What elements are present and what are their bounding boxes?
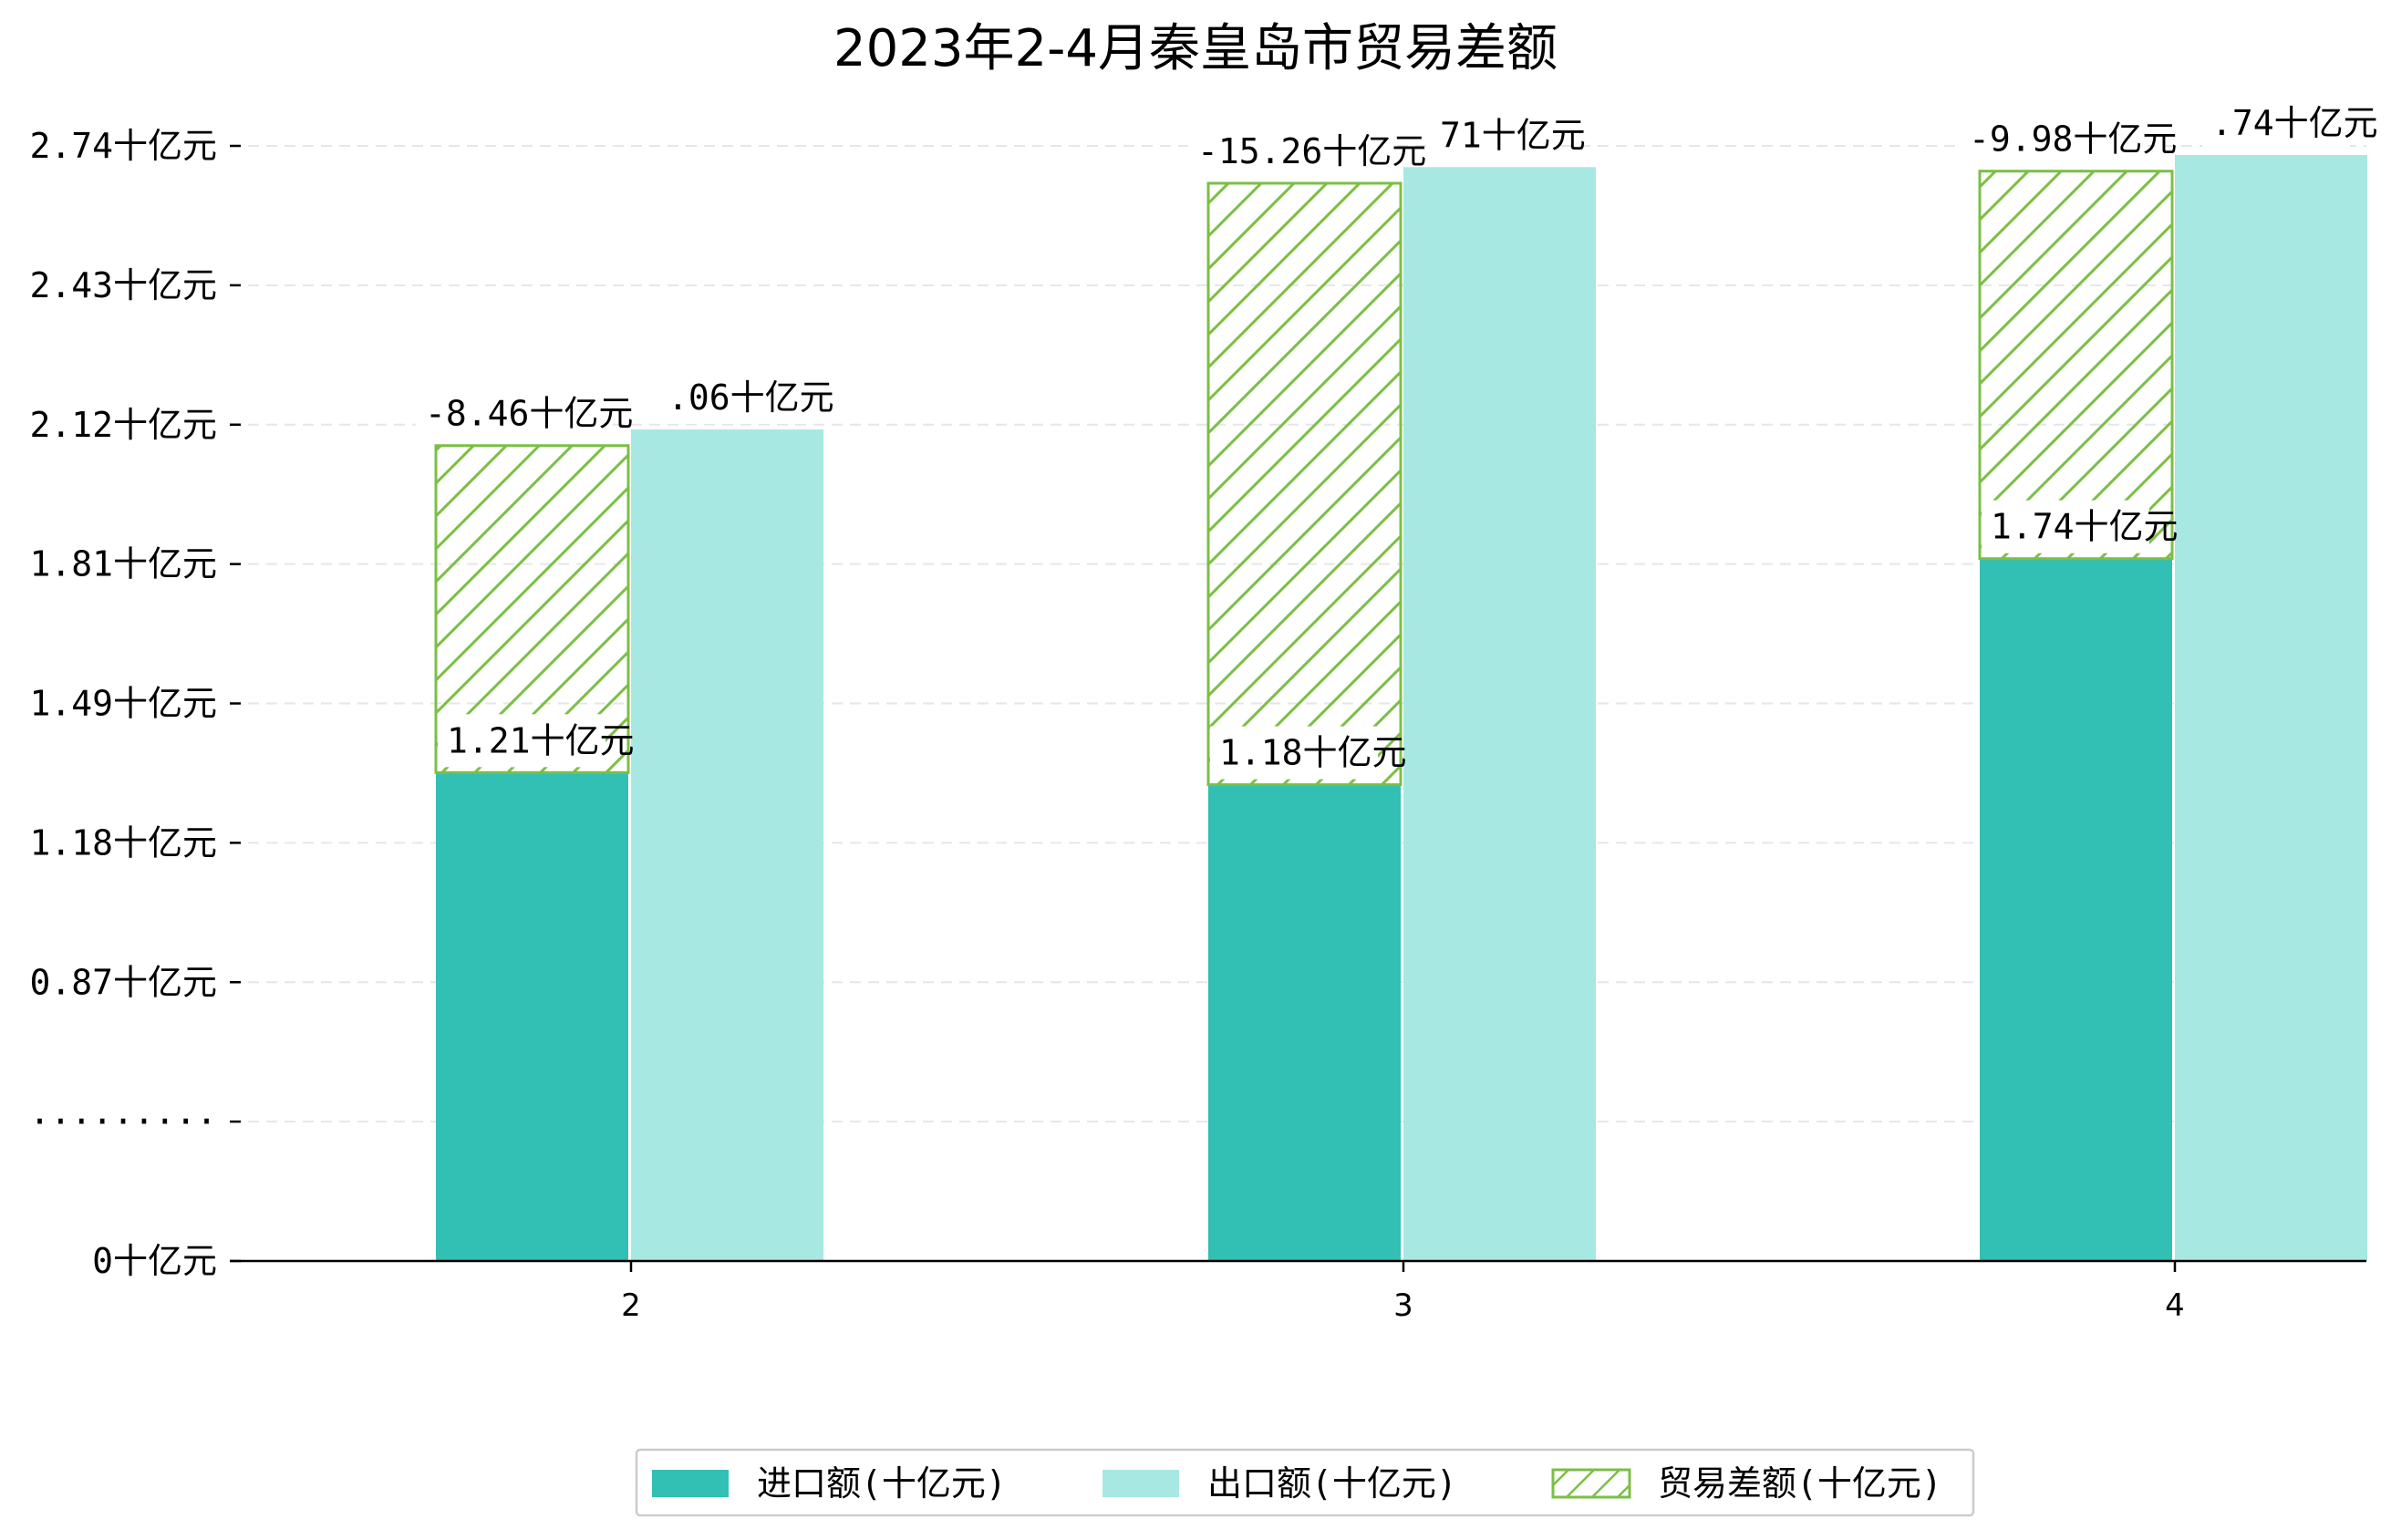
data-label-bg	[1960, 112, 2148, 166]
export-bar	[2175, 155, 2367, 1261]
export-bar	[631, 429, 823, 1261]
balance-bar	[1206, 181, 1403, 787]
data-labels: 1.21十亿元 .06十亿元 -8.46十亿元 1.18十亿元 71十亿元 -15.26十…	[416, 97, 2378, 780]
x-tick-label: 4	[2165, 1287, 2185, 1324]
legend-swatch	[1102, 1470, 1179, 1497]
x-tick-label: 2	[621, 1287, 641, 1324]
y-tick-label: 1.18十亿元	[29, 822, 217, 863]
y-tick-label: 2.12十亿元	[29, 405, 217, 445]
y-tick-label: 0.87十亿元	[29, 962, 217, 1002]
y-tick-label: 2.74十亿元	[29, 126, 217, 166]
export-bar	[1403, 167, 1596, 1262]
y-tick-label: 0十亿元	[92, 1241, 217, 1281]
data-label-bg	[1188, 124, 1396, 178]
data-label: 1.21十亿元	[447, 720, 635, 760]
legend-frame	[635, 1448, 1975, 1517]
x-tick-label: 3	[1393, 1287, 1413, 1324]
chart-title: 2023年2-4月秦皇岛市贸易差额	[833, 19, 1558, 78]
data-label-bg	[438, 714, 606, 768]
data-label-bg	[658, 371, 806, 425]
data-label: .06十亿元	[668, 377, 834, 418]
data-label: 1.74十亿元	[1991, 507, 2179, 547]
y-axis: 0十亿元 ········· 0.87十亿元 1.18十亿元 1.49十亿元 1.81十亿…	[29, 126, 241, 1281]
data-label-bg	[1210, 726, 1378, 780]
y-tick-label: 1.81十亿元	[29, 544, 217, 584]
legend-swatch	[1551, 1468, 1631, 1499]
legend-label: 出口额(十亿元)	[1207, 1463, 1457, 1504]
data-label-bg	[1982, 500, 2149, 553]
y-tick-label: 1.49十亿元	[29, 684, 217, 724]
legend-swatch	[652, 1470, 729, 1497]
legend-label: 进口额(十亿元)	[757, 1463, 1007, 1504]
data-label: 1.18十亿元	[1219, 733, 1407, 773]
balance-bar	[1978, 170, 2174, 561]
legend-label: 贸易差额(十亿元)	[1658, 1463, 1942, 1504]
data-label-bg	[416, 387, 604, 440]
y-tick-label: 2.43十亿元	[29, 265, 217, 305]
y-tick-label: ·········	[29, 1101, 217, 1142]
import-bar	[1208, 784, 1401, 1261]
data-label: -9.98十亿元	[1969, 119, 2177, 160]
data-label: 71十亿元	[1440, 115, 1586, 155]
legend: 进口额(十亿元) 出口额(十亿元) 贸易差额(十亿元)	[635, 1448, 1975, 1517]
data-label: -8.46十亿元	[425, 394, 633, 434]
data-label-bg	[1431, 109, 1558, 162]
bars	[434, 155, 2367, 1262]
x-axis: 2 3 4	[230, 1259, 2366, 1324]
data-label-bg	[2202, 97, 2350, 150]
import-bar	[1980, 558, 2172, 1261]
import-bar	[436, 772, 628, 1261]
data-label: -15.26十亿元	[1197, 131, 1426, 171]
data-label: .74十亿元	[2211, 103, 2378, 143]
